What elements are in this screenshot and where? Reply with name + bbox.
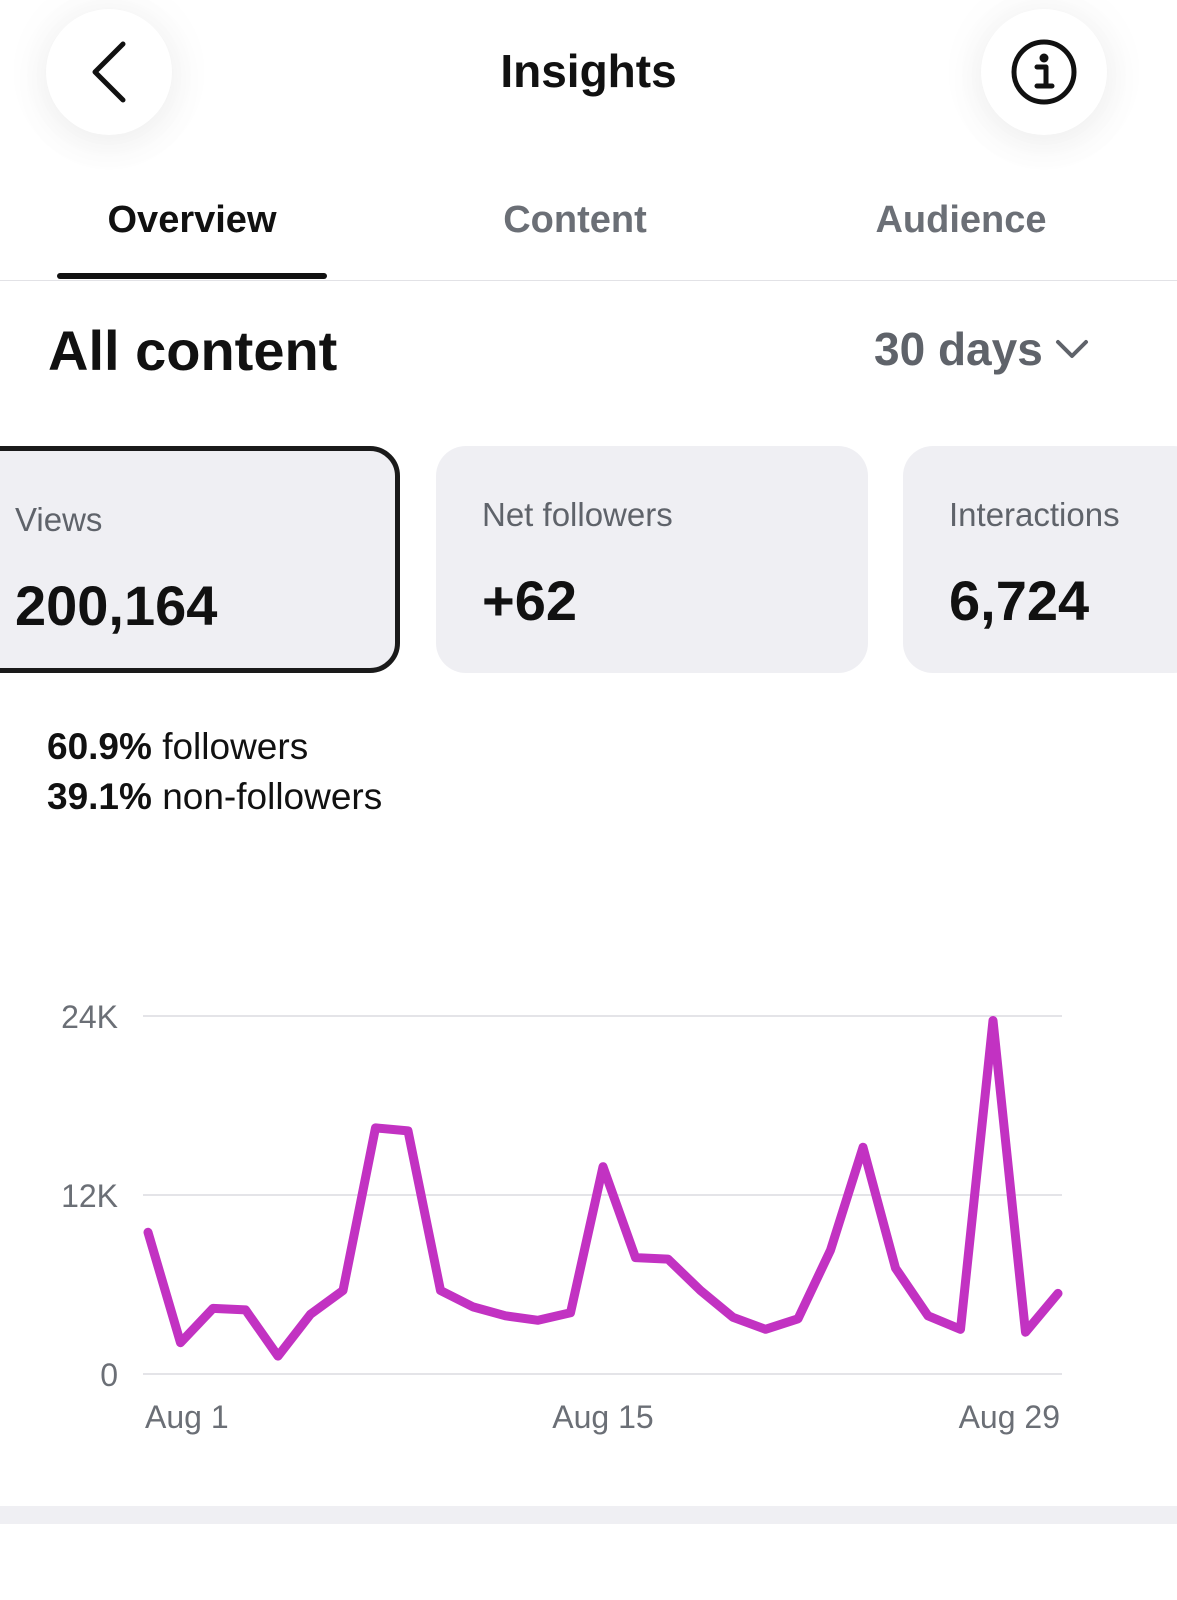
non-followers-label: non-followers: [162, 776, 383, 817]
followers-percent: 60.9%: [47, 726, 152, 767]
date-range-label: 30 days: [874, 323, 1043, 375]
metric-value: 6,724: [949, 569, 1090, 632]
followers-label: followers: [162, 726, 309, 767]
tab-overview[interactable]: Overview: [107, 199, 277, 241]
info-button[interactable]: [981, 9, 1107, 135]
audience-breakdown: 60.9% followers 39.1% non-followers: [47, 722, 382, 822]
views-line-chart: 0 12K 24K Aug 1 Aug 15 Aug 29: [61, 999, 1063, 1435]
y-tick-label: 12K: [61, 1178, 118, 1214]
metric-card-net-followers[interactable]: Net followers +62: [436, 446, 868, 673]
back-button[interactable]: [46, 9, 172, 135]
views-series-line: [143, 1016, 1063, 1361]
metric-label: Interactions: [949, 496, 1120, 533]
chevron-left-icon: [92, 41, 126, 103]
active-tab-indicator: [57, 273, 327, 279]
section-title: All content: [48, 319, 338, 382]
metric-card-interactions[interactable]: Interactions 6,724: [903, 446, 1177, 673]
tab-bar: Overview Content Audience: [0, 185, 1177, 281]
chevron-down-icon: [1055, 340, 1088, 358]
non-followers-percent: 39.1%: [47, 776, 152, 817]
x-tick-label: Aug 29: [959, 1399, 1060, 1435]
header: Insights: [0, 0, 1177, 170]
date-range-dropdown[interactable]: 30 days: [874, 322, 1089, 376]
tab-audience[interactable]: Audience: [875, 199, 1047, 241]
y-tick-label: 24K: [61, 999, 118, 1035]
x-tick-label: Aug 15: [552, 1399, 653, 1435]
non-followers-breakdown: 39.1% non-followers: [47, 772, 382, 822]
metric-value: 200,164: [15, 574, 218, 637]
tab-content[interactable]: Content: [503, 199, 647, 241]
followers-breakdown: 60.9% followers: [47, 722, 382, 772]
metric-value: +62: [482, 569, 577, 632]
page-title: Insights: [500, 45, 677, 97]
x-tick-label: Aug 1: [145, 1399, 229, 1435]
section-divider: [0, 1506, 1177, 1524]
y-tick-label: 0: [100, 1357, 118, 1393]
info-icon: [1011, 39, 1077, 105]
metric-label: Views: [15, 501, 103, 538]
metric-card-views[interactable]: Views 200,164: [0, 446, 400, 673]
metric-label: Net followers: [482, 496, 673, 533]
